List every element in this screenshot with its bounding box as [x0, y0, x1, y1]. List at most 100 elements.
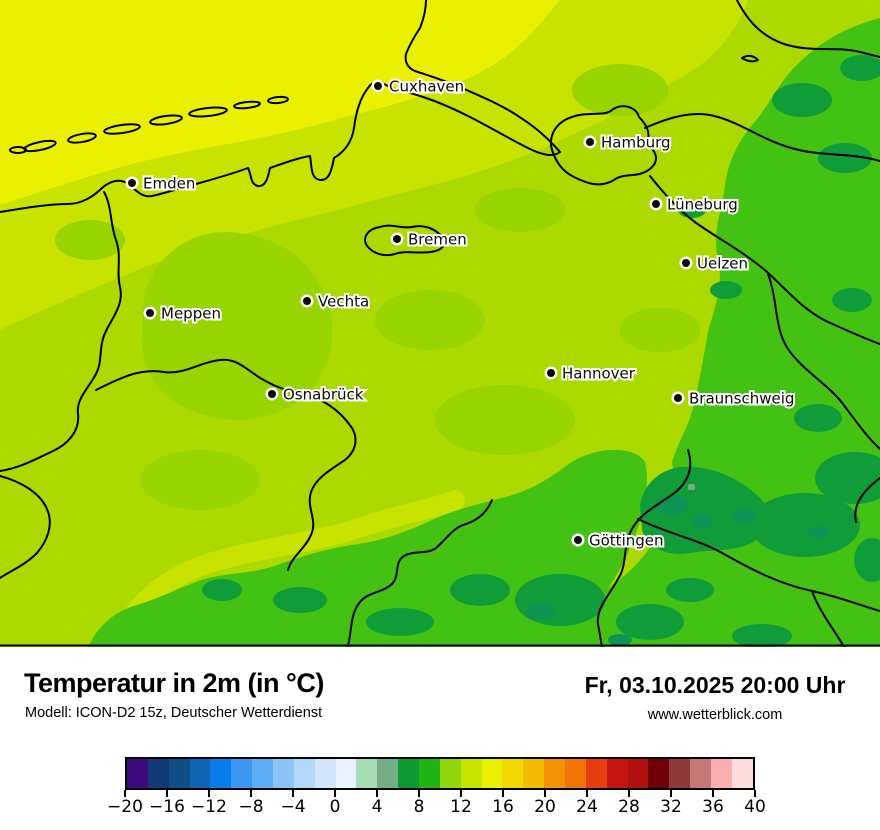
colorbar-segment — [690, 759, 712, 788]
colorbar-segment — [314, 759, 336, 788]
colorbar-tick — [166, 790, 168, 797]
colorbar-tick-label: 16 — [492, 797, 514, 817]
colorbar-segment — [711, 759, 732, 788]
region-inland-green-patches — [55, 64, 700, 510]
city-marker-lüneburg — [652, 200, 660, 208]
colorbar-tick — [208, 790, 210, 797]
city-label-osnabrück: Osnabrück — [283, 386, 364, 404]
city-label-göttingen: Göttingen — [589, 532, 664, 550]
colorbar-segment — [398, 759, 420, 788]
colorbar-tick — [334, 790, 336, 797]
colorbar-tick-label: −20 — [107, 797, 143, 817]
colorbar-segment — [231, 759, 253, 788]
colorbar-segment — [523, 759, 545, 788]
colorbar-tick-label: 40 — [744, 797, 766, 817]
colorbar-segment — [606, 759, 628, 788]
city-label-lüneburg: Lüneburg — [667, 196, 738, 214]
colorbar-segment — [439, 759, 461, 788]
city-label-hannover: Hannover — [562, 365, 636, 383]
city-label-uelzen: Uelzen — [697, 255, 748, 273]
colorbar — [125, 757, 755, 790]
colorbar-segment — [585, 759, 607, 788]
colorbar-tick-label: 8 — [413, 797, 425, 817]
colorbar-tick — [250, 790, 252, 797]
city-marker-meppen — [146, 309, 154, 317]
city-marker-osnabrück — [268, 390, 276, 398]
colorbar-segment — [147, 759, 169, 788]
colorbar-segment — [127, 759, 148, 788]
colorbar-tick-label: 20 — [534, 797, 556, 817]
city-marker-cuxhaven — [374, 82, 382, 90]
colorbar-tick-label: 12 — [450, 797, 472, 817]
colorbar-tick — [586, 790, 588, 797]
model-info: Modell: ICON-D2 15z, Deutscher Wetterdie… — [25, 705, 323, 721]
colorbar-segment — [502, 759, 524, 788]
region-gray-spot — [688, 484, 695, 490]
city-label-emden: Emden — [143, 175, 195, 193]
colorbar-tick-label: −16 — [149, 797, 185, 817]
colorbar-tick — [460, 790, 462, 797]
colorbar-tick-label: −12 — [191, 797, 227, 817]
city-label-braunschweig: Braunschweig — [689, 390, 794, 408]
website-credit: www.wetterblick.com — [647, 707, 783, 723]
colorbar-segment — [731, 759, 753, 788]
colorbar-tick-label: 0 — [329, 797, 341, 817]
city-label-hamburg: Hamburg — [601, 134, 671, 152]
city-label-meppen: Meppen — [161, 305, 221, 323]
colorbar-tick-label: −8 — [238, 797, 264, 817]
colorbar-segment — [210, 759, 232, 788]
colorbar-segment — [335, 759, 357, 788]
colorbar-tick — [670, 790, 672, 797]
colorbar-segment — [189, 759, 211, 788]
colorbar-segment — [669, 759, 691, 788]
colorbar-tick — [418, 790, 420, 797]
city-label-vechta: Vechta — [318, 293, 369, 311]
city-marker-hannover — [547, 369, 555, 377]
colorbar-segment — [481, 759, 503, 788]
city-label-cuxhaven: Cuxhaven — [389, 78, 464, 96]
temperature-map: Cuxhaven Hamburg Emden Lüneburg Bremen Uelzen… — [0, 0, 880, 647]
colorbar-segment — [252, 759, 274, 788]
region-teal-spots — [526, 495, 828, 646]
colorbar-segment — [356, 759, 378, 788]
colorbar-ticks — [124, 790, 756, 798]
colorbar-tick-label: 24 — [576, 797, 598, 817]
colorbar-tick-label: 36 — [702, 797, 724, 817]
colorbar-segment — [565, 759, 586, 788]
valid-datetime: Fr, 03.10.2025 20:00 Uhr — [584, 672, 846, 698]
colorbar-tick-label: −4 — [280, 797, 306, 817]
city-marker-vechta — [303, 297, 311, 305]
colorbar-segment — [627, 759, 649, 788]
colorbar-tick — [712, 790, 714, 797]
colorbar-tick — [502, 790, 504, 797]
colorbar-segment — [377, 759, 399, 788]
page-title: Temperatur in 2m (in °C) — [24, 668, 324, 698]
colorbar-tick-label: 4 — [371, 797, 383, 817]
colorbar-labels: −20 −16 −12 −8 −4 0 4 8 12 16 20 24 28 32 36 40 — [107, 797, 766, 821]
colorbar-segment — [273, 759, 294, 788]
colorbar-tick — [628, 790, 630, 797]
colorbar-tick-label: 32 — [660, 797, 682, 817]
colorbar-segment — [168, 759, 190, 788]
city-label-bremen: Bremen — [408, 231, 467, 249]
map-canvas: Cuxhaven Hamburg Emden Lüneburg Bremen Uelzen… — [0, 0, 880, 647]
city-marker-bremen — [393, 235, 401, 243]
region-light-streak — [108, 490, 465, 647]
colorbar-segment — [648, 759, 670, 788]
city-marker-uelzen — [682, 259, 690, 267]
colorbar-tick — [292, 790, 294, 797]
colorbar-segment — [419, 759, 440, 788]
city-marker-hamburg — [586, 138, 594, 146]
colorbar-tick-label: 28 — [618, 797, 640, 817]
colorbar-tick — [124, 790, 126, 797]
city-marker-emden — [128, 179, 136, 187]
colorbar-segment — [293, 759, 315, 788]
colorbar-tick — [544, 790, 546, 797]
colorbar-tick — [376, 790, 378, 797]
colorbar-segment — [544, 759, 566, 788]
colorbar-segment — [460, 759, 482, 788]
city-marker-braunschweig — [674, 394, 682, 402]
colorbar-tick — [754, 790, 756, 797]
city-layer: Cuxhaven Hamburg Emden Lüneburg Bremen Uelzen… — [125, 76, 796, 552]
